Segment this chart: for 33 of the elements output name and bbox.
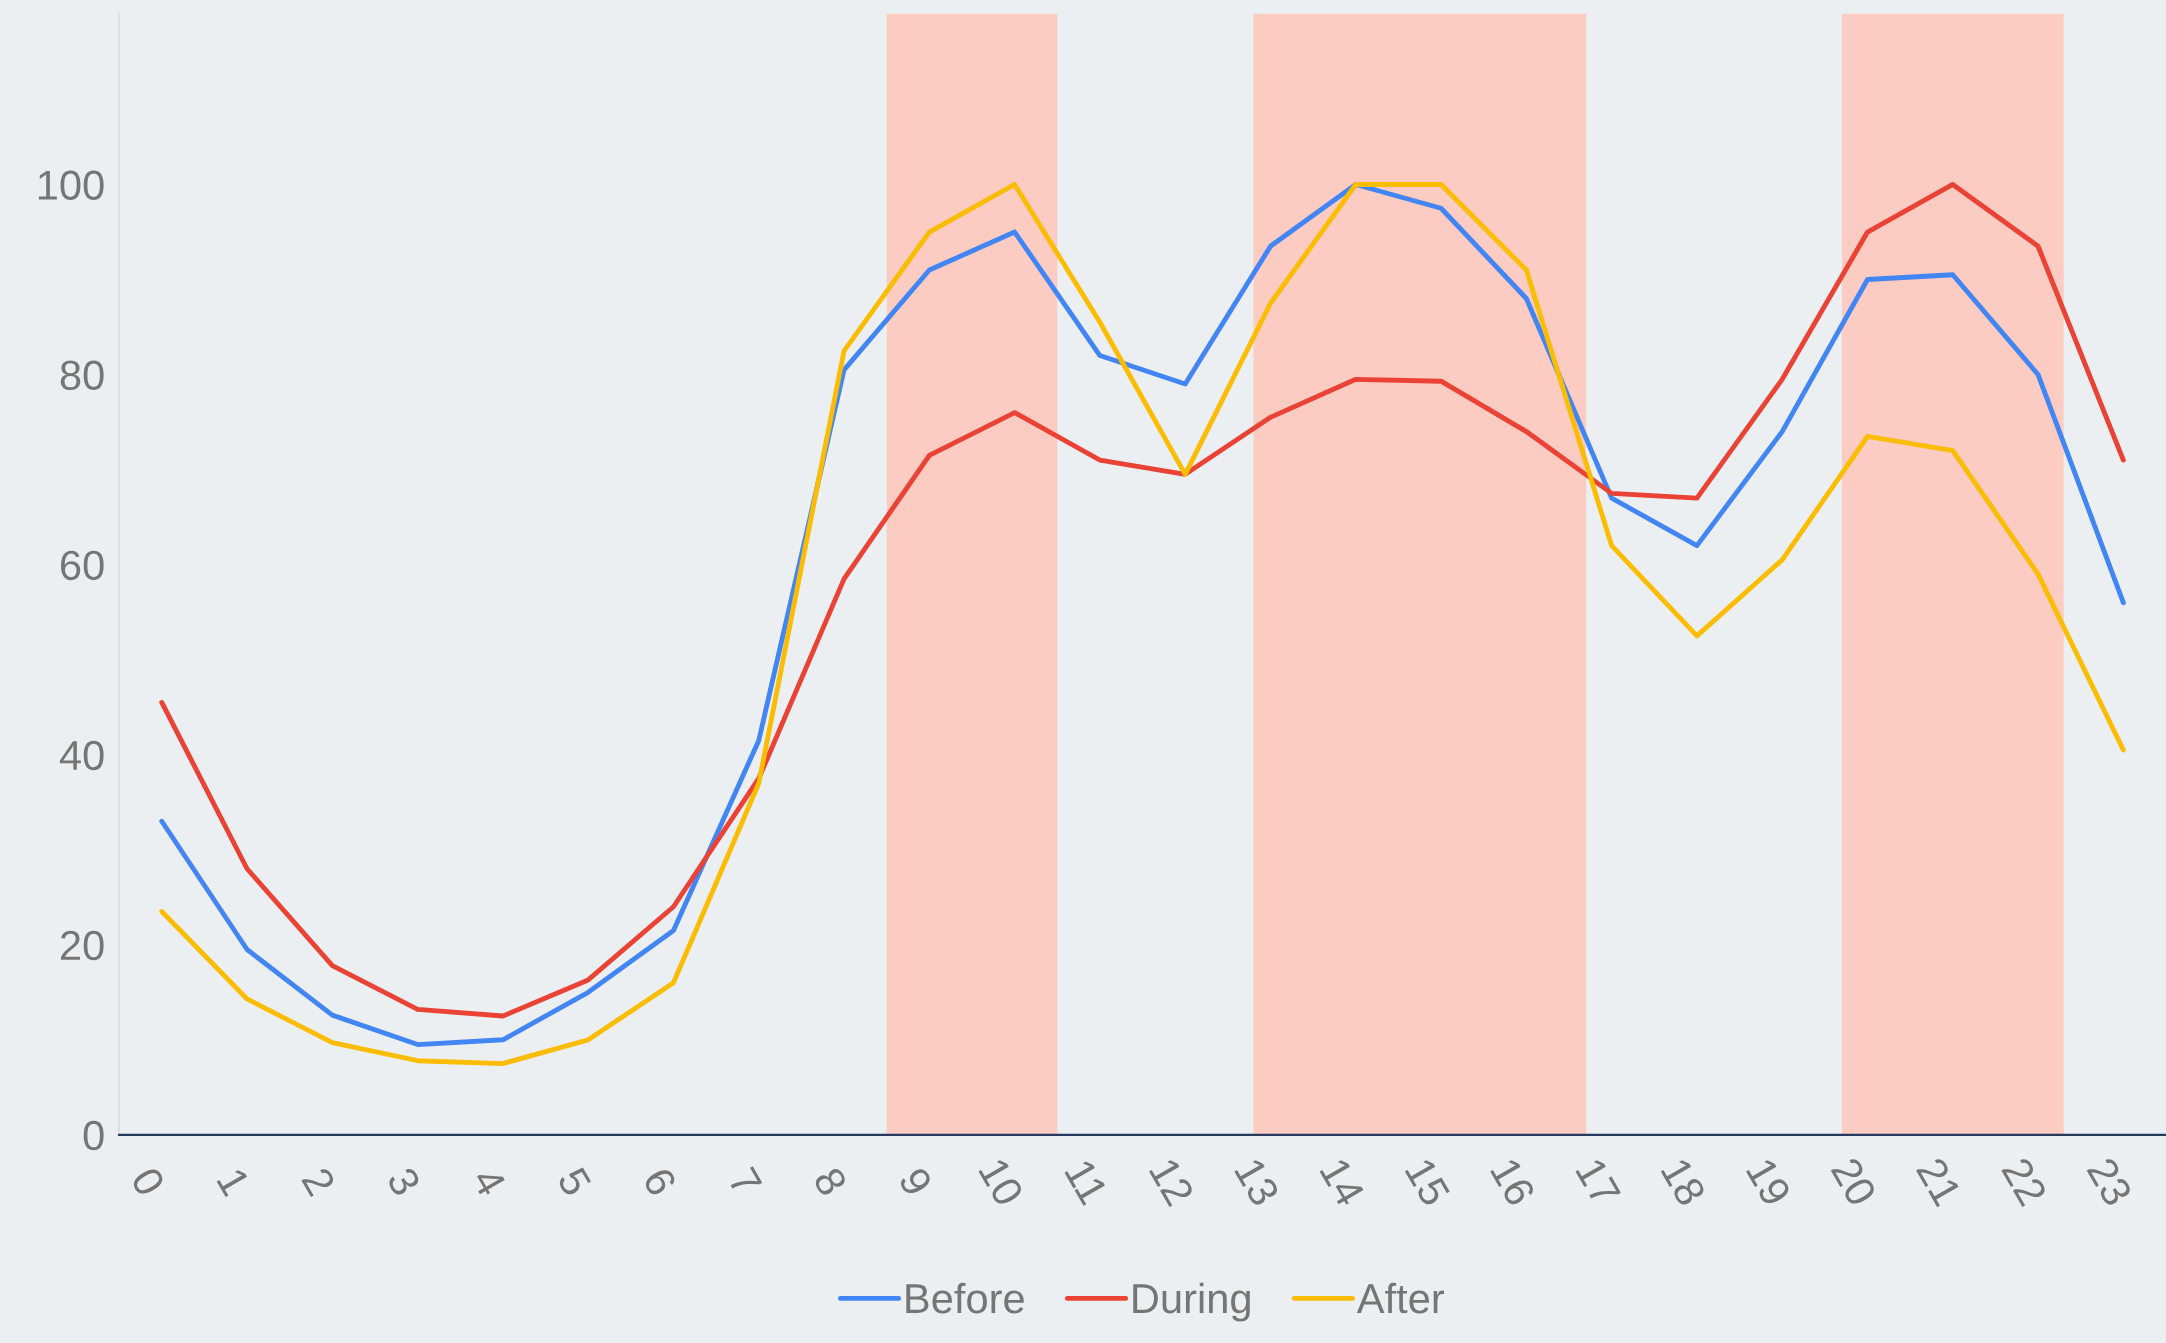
x-tick-label: 15 [1404, 1157, 1451, 1208]
x-tick-label: 19 [1745, 1156, 1792, 1208]
x-tick-label: 7 [727, 1166, 763, 1198]
x-tick-label: 22 [2001, 1156, 2048, 1208]
x-tick-label: 4 [471, 1165, 507, 1198]
x-tick-label: 12 [1149, 1156, 1195, 1208]
x-tick-label: 2 [301, 1166, 337, 1198]
x-tick-label: 17 [1575, 1157, 1621, 1208]
y-tick-label: 60 [61, 550, 104, 581]
y-tick-label: 20 [61, 930, 104, 961]
x-tick-label: 6 [642, 1166, 678, 1198]
x-tick-label: 18 [1660, 1156, 1707, 1208]
x-tick-label: 10 [978, 1156, 1025, 1208]
x-tick-label: 8 [812, 1165, 848, 1198]
x-tick-label: 16 [1489, 1156, 1537, 1208]
x-tick-label: 0 [130, 1165, 166, 1198]
x-tick-label: 13 [1233, 1156, 1281, 1208]
x-tick-label: 14 [1319, 1157, 1366, 1208]
x-tick-label: 5 [556, 1165, 592, 1198]
x-tick-label: 11 [1064, 1158, 1109, 1206]
x-tick-label: 9 [898, 1165, 934, 1198]
y-tick-label: 100 [38, 170, 104, 200]
x-tick-label: 1 [216, 1167, 251, 1198]
legend-label: After [1356, 1282, 1445, 1314]
y-tick-label: 0 [83, 1120, 104, 1151]
legend-label: During [1133, 1282, 1250, 1322]
x-tick-label: 20 [1830, 1156, 1878, 1208]
y-tick-label: 40 [59, 740, 104, 771]
legend-label: Before [906, 1282, 1024, 1314]
x-tick-label: 21 [1916, 1156, 1963, 1208]
x-tick-label: 3 [386, 1165, 422, 1198]
x-tick-label: 23 [2086, 1156, 2134, 1208]
y-tick-label: 80 [60, 360, 104, 391]
